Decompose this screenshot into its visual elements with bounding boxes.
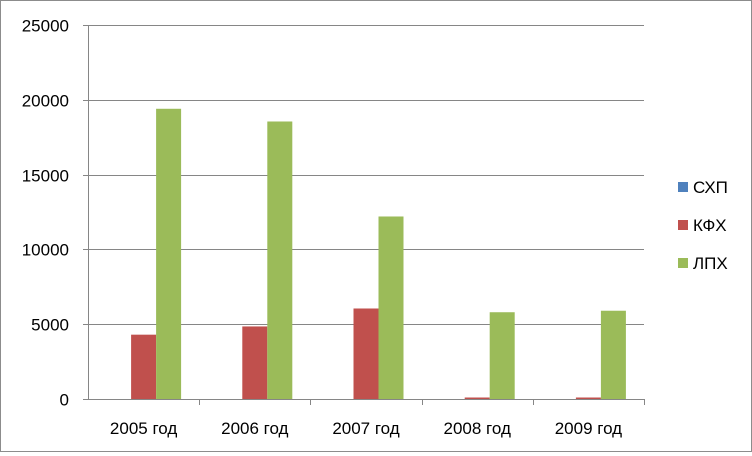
legend-swatch-1	[678, 182, 688, 192]
axes	[83, 25, 645, 405]
x-tick-label: 2009 год	[555, 419, 622, 438]
bar-3-5	[600, 310, 626, 399]
y-tick-label: 25000	[22, 17, 69, 36]
x-tick-label: 2007 год	[332, 419, 399, 438]
x-tick-label: 2008 год	[444, 419, 511, 438]
y-tick-label: 20000	[22, 92, 69, 111]
bar-2-5	[575, 397, 601, 399]
bar-3-4	[489, 312, 515, 399]
bar-3-3	[378, 216, 404, 399]
x-tick-label: 2005 год	[110, 419, 177, 438]
x-tick-labels: 2005 год 2006 год 2007 год 2008 год 2009 год	[110, 419, 622, 438]
legend-label-2: КФХ	[693, 216, 727, 235]
bar-3-1	[156, 108, 182, 399]
legend-label-3: ЛПХ	[693, 254, 728, 273]
bar-2-2	[242, 326, 268, 399]
y-tick-label: 5000	[31, 316, 69, 335]
legend-label-1: СХП	[693, 178, 728, 197]
bars	[131, 108, 626, 399]
bar-2-4	[464, 397, 490, 399]
y-tick-label: 0	[60, 391, 69, 410]
bar-2-3	[353, 308, 379, 399]
legend: СХП КФХ ЛПХ	[678, 178, 728, 273]
bar-2-1	[131, 334, 157, 399]
legend-swatch-2	[678, 220, 688, 230]
bar-3-2	[267, 121, 293, 399]
y-tick-labels: 0 5000 10000 15000 20000 25000	[22, 17, 69, 410]
x-tick-label: 2006 год	[221, 419, 288, 438]
y-tick-label: 15000	[22, 167, 69, 186]
y-tick-label: 10000	[22, 241, 69, 260]
legend-swatch-3	[678, 258, 688, 268]
